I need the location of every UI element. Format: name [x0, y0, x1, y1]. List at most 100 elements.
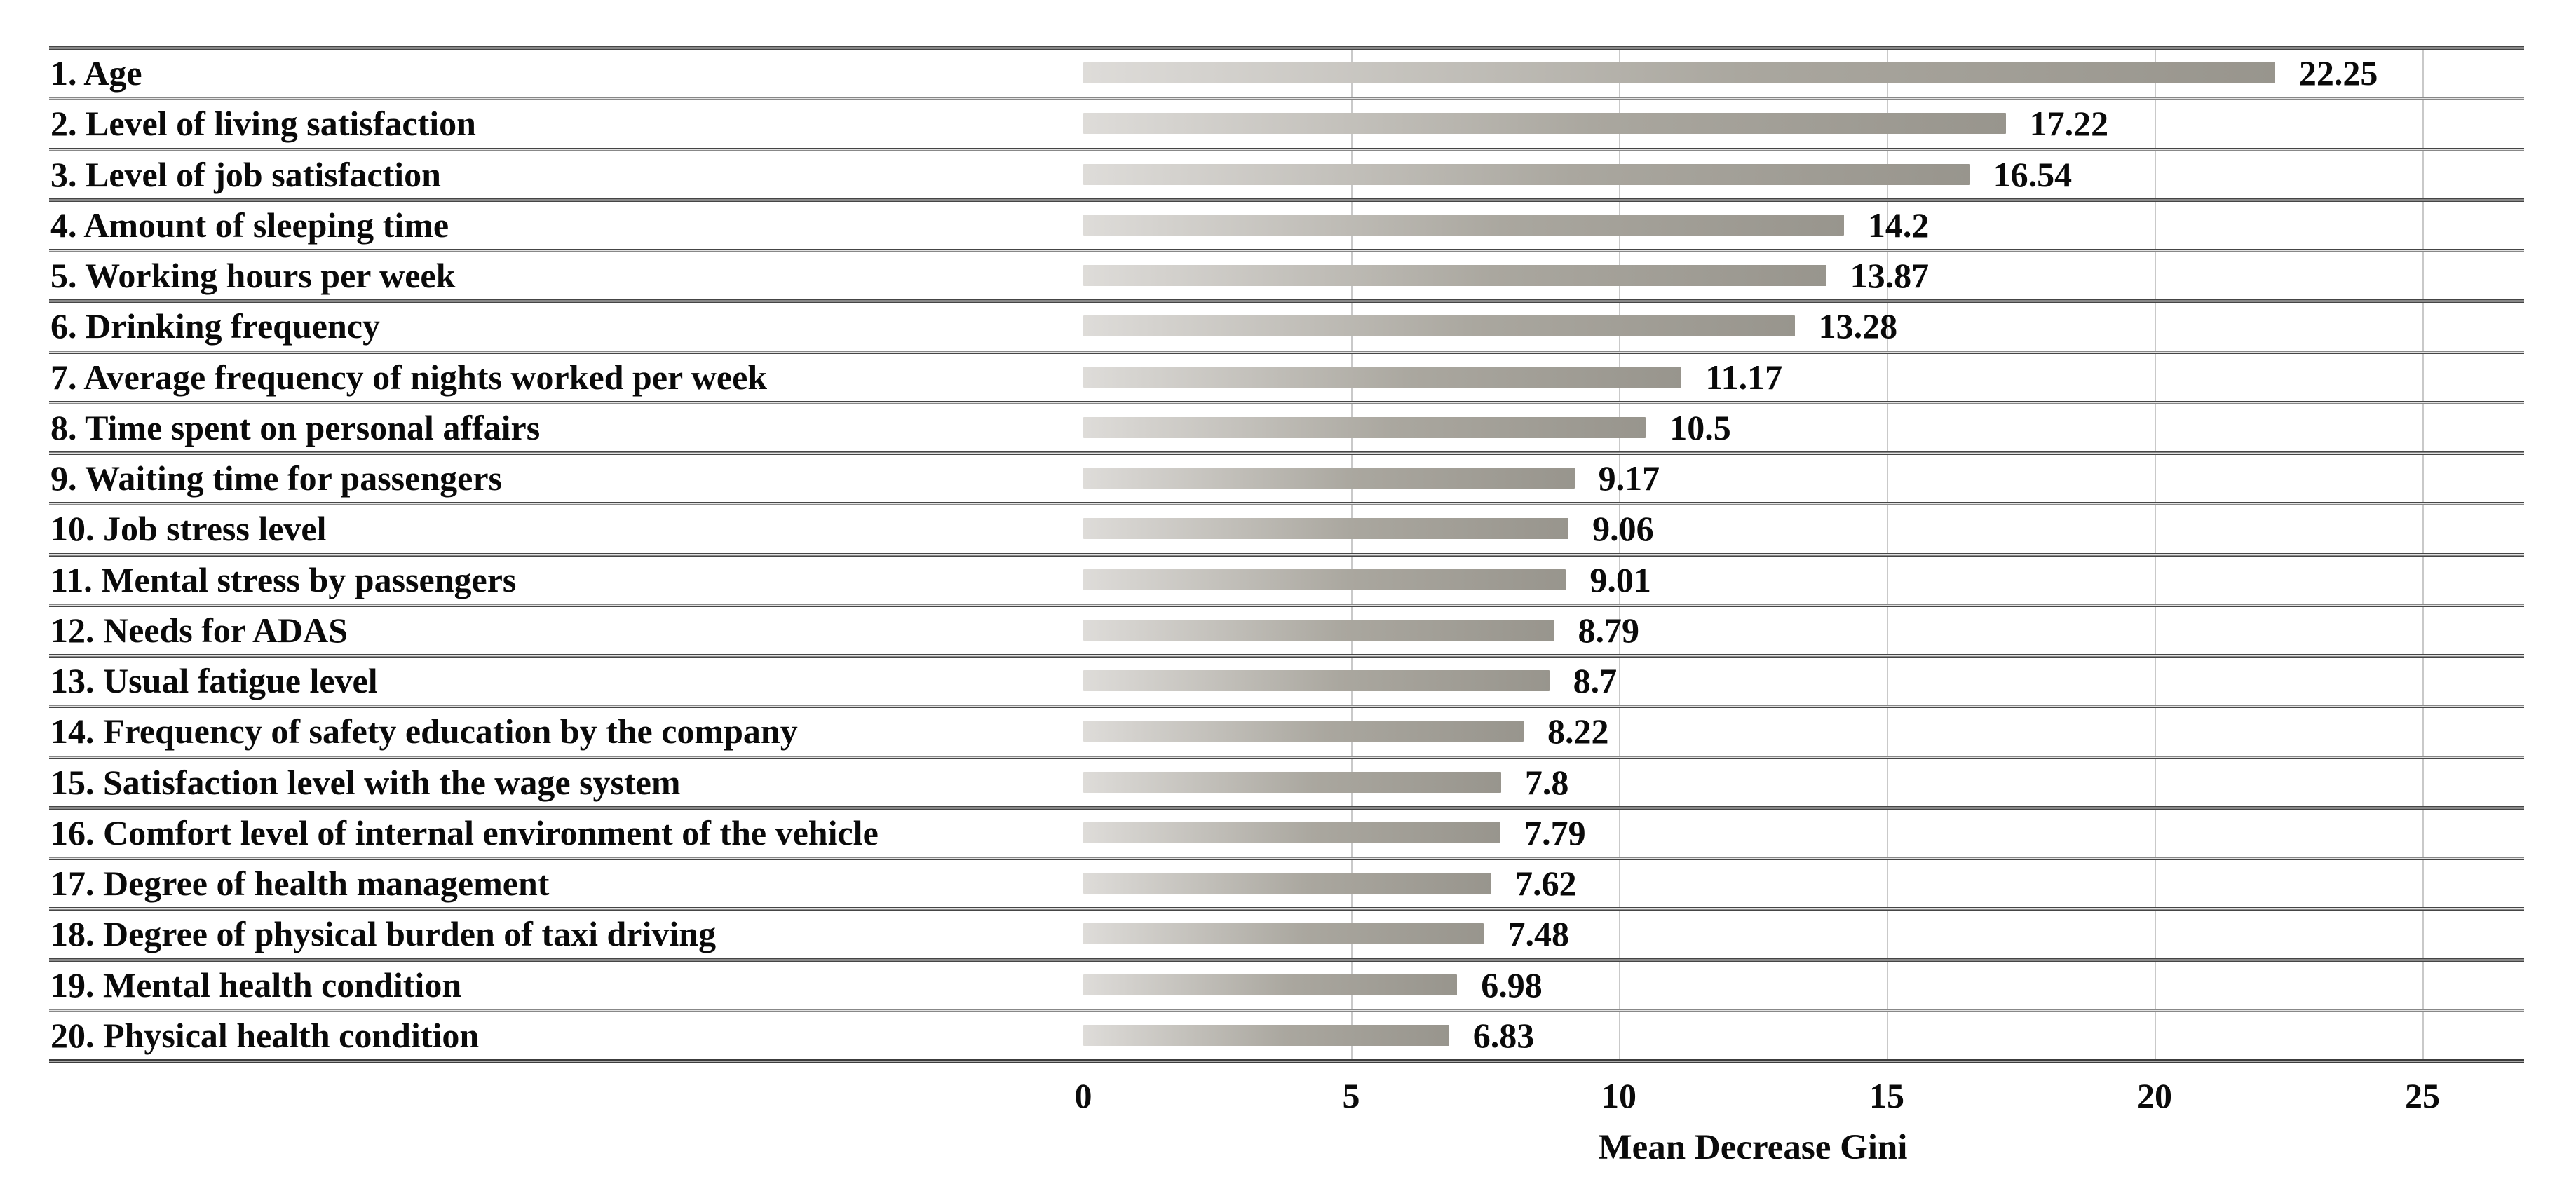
value-label: 6.83 [1472, 1015, 1535, 1055]
bar [1083, 822, 1501, 843]
bar [1083, 670, 1550, 692]
value-label: 22.25 [2298, 53, 2378, 93]
category-label: 8. Time spent on personal affairs [50, 407, 541, 447]
bar [1083, 771, 1501, 793]
value-label: 16.54 [1993, 154, 2073, 194]
bar [1083, 721, 1524, 742]
top-rule [49, 46, 2524, 50]
bar [1083, 62, 2275, 84]
chart-row: 16. Comfort level of internal environmen… [0, 808, 2576, 858]
category-label: 3. Level of job satisfaction [50, 154, 441, 194]
x-axis-tick-label: 20 [2137, 1076, 2172, 1115]
value-label: 8.22 [1547, 712, 1609, 751]
category-label: 7. Average frequency of nights worked pe… [50, 357, 768, 397]
row-separator [49, 654, 2524, 658]
chart-row: 8. Time spent on personal affairs 10.5 [0, 402, 2576, 453]
value-label: 8.7 [1573, 661, 1618, 701]
category-label: 20. Physical health condition [50, 1015, 480, 1055]
bar [1083, 416, 1646, 438]
value-label: 9.01 [1589, 559, 1651, 599]
bar [1083, 619, 1554, 641]
category-label: 19. Mental health condition [50, 965, 462, 1005]
row-separator [49, 857, 2524, 860]
row-separator [49, 249, 2524, 252]
bar [1083, 569, 1566, 590]
value-label: 9.06 [1592, 509, 1654, 549]
chart-row: 7. Average frequency of nights worked pe… [0, 352, 2576, 402]
value-label: 11.17 [1705, 357, 1783, 397]
chart-row: 3. Level of job satisfaction 16.54 [0, 149, 2576, 200]
category-label: 12. Needs for ADAS [50, 610, 348, 650]
value-label: 13.28 [1818, 306, 1898, 346]
bar [1083, 315, 1795, 337]
row-separator [49, 147, 2524, 151]
value-label: 10.5 [1669, 407, 1731, 447]
row-separator [49, 350, 2524, 354]
chart-row: 5. Working hours per week 13.87 [0, 250, 2576, 301]
value-label: 7.62 [1515, 864, 1577, 904]
category-label: 18. Degree of physical burden of taxi dr… [50, 914, 717, 954]
category-label: 2. Level of living satisfaction [50, 104, 476, 144]
row-separator [49, 805, 2524, 810]
value-label: 6.98 [1481, 965, 1543, 1005]
bar [1083, 113, 2006, 135]
chart-row: 6. Drinking frequency 13.28 [0, 301, 2576, 351]
value-label: 7.79 [1524, 812, 1586, 852]
chart-row: 13. Usual fatigue level 8.7 [0, 655, 2576, 706]
value-label: 7.8 [1524, 762, 1569, 802]
bar [1083, 1024, 1449, 1046]
row-separator [49, 299, 2524, 304]
category-label: 11. Mental stress by passengers [50, 559, 517, 599]
chart-row: 15. Satisfaction level with the wage sys… [0, 757, 2576, 808]
row-separator [49, 705, 2524, 709]
chart-row: 19. Mental health condition 6.98 [0, 960, 2576, 1010]
x-axis-tick-label: 15 [1869, 1076, 1904, 1115]
chart-row: 1. Age 22.25 [0, 48, 2576, 98]
row-separator [49, 198, 2524, 202]
chart-row: 10. Job stress level 9.06 [0, 503, 2576, 554]
row-separator [49, 451, 2524, 455]
chart-row: 9. Waiting time for passengers 9.17 [0, 453, 2576, 503]
category-label: 17. Degree of health management [50, 864, 550, 904]
chart-row: 20. Physical health condition 6.83 [0, 1010, 2576, 1061]
chart-row: 12. Needs for ADAS 8.79 [0, 605, 2576, 655]
category-label: 14. Frequency of safety education by the… [50, 712, 798, 751]
category-label: 9. Waiting time for passengers [50, 458, 502, 498]
x-axis-tick-label: 25 [2405, 1076, 2440, 1115]
category-label: 13. Usual fatigue level [50, 661, 378, 701]
row-separator [49, 1008, 2524, 1012]
row-separator [49, 755, 2524, 759]
bar [1083, 923, 1484, 945]
bar [1083, 366, 1682, 388]
value-label: 13.87 [1850, 256, 1930, 296]
bar [1083, 518, 1569, 540]
row-separator [49, 97, 2524, 101]
x-axis-tick-label: 0 [1074, 1076, 1092, 1115]
row-separator [49, 400, 2524, 404]
row-separator [49, 502, 2524, 506]
row-separator [49, 552, 2524, 557]
row-separator [49, 958, 2524, 962]
row-separator [49, 907, 2524, 911]
category-label: 15. Satisfaction level with the wage sys… [50, 762, 681, 802]
category-label: 6. Drinking frequency [50, 306, 380, 346]
value-label: 14.2 [1867, 205, 1930, 245]
x-axis-title: Mean Decrease Gini [1598, 1128, 1908, 1167]
chart-row: 18. Degree of physical burden of taxi dr… [0, 908, 2576, 959]
category-label: 1. Age [50, 53, 142, 93]
value-label: 8.79 [1578, 610, 1640, 650]
bar [1083, 873, 1492, 894]
bottom-axis-rule [49, 1059, 2524, 1063]
bar [1083, 974, 1458, 995]
chart-row: 14. Frequency of safety education by the… [0, 706, 2576, 756]
chart-row: 11. Mental stress by passengers 9.01 [0, 554, 2576, 605]
x-axis-tick-label: 10 [1601, 1076, 1636, 1115]
value-label: 9.17 [1598, 458, 1660, 498]
value-label: 17.22 [2029, 104, 2109, 144]
chart-row: 4. Amount of sleeping time 14.2 [0, 200, 2576, 250]
row-separator [49, 603, 2524, 607]
bar [1083, 214, 1844, 236]
